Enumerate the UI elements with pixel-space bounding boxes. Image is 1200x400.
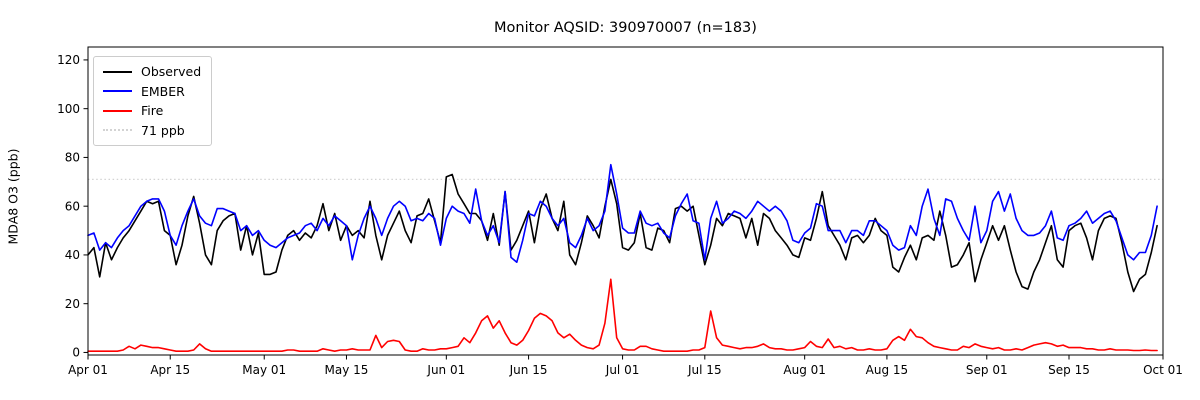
threshold-line-sample [103,129,132,132]
legend-label: Fire [141,103,164,119]
svg-text:Jul 01: Jul 01 [605,363,640,377]
y-axis-ticks: 0 20 40 60 80 100 120 [57,53,88,360]
ember-line-sample [103,90,132,93]
legend-item-threshold: 71 ppb [103,121,201,141]
legend-label: Observed [141,64,202,80]
legend-label: 71 ppb [141,122,185,138]
svg-text:Sep 01: Sep 01 [966,363,1008,377]
svg-text:100: 100 [57,102,80,116]
svg-text:Apr 15: Apr 15 [150,363,190,377]
svg-text:20: 20 [65,297,80,311]
legend: Observed EMBER Fire 71 ppb [93,56,213,146]
x-axis-ticks: Apr 01 Apr 15 May 01 May 15 Jun 01 Jun 15 Jul … [68,355,1183,377]
svg-text:80: 80 [65,151,80,165]
svg-text:Aug 01: Aug 01 [783,363,826,377]
svg-text:Jun 01: Jun 01 [426,363,465,377]
svg-text:Jul 15: Jul 15 [687,363,722,377]
svg-text:Oct 01: Oct 01 [1143,363,1183,377]
svg-text:Sep 15: Sep 15 [1048,363,1090,377]
svg-text:May 15: May 15 [325,363,369,377]
fire-line-sample [103,109,132,112]
svg-text:60: 60 [65,199,80,213]
legend-item-observed: Observed [103,62,201,82]
axes-frame [87,46,1164,356]
svg-text:Aug 15: Aug 15 [866,363,909,377]
svg-text:Apr 01: Apr 01 [68,363,108,377]
observed-line-sample [103,70,132,73]
svg-text:0: 0 [72,346,80,360]
chart-title: Monitor AQSID: 390970007 (n=183) [494,20,757,36]
legend-item-fire: Fire [103,101,201,121]
svg-text:40: 40 [65,248,80,262]
svg-text:May 01: May 01 [242,363,286,377]
y-axis-label: MDA8 O3 (ppb) [5,148,21,245]
data-series-lines [87,163,1158,353]
svg-text:Jun 15: Jun 15 [509,363,548,377]
svg-text:120: 120 [57,53,80,67]
legend-label: EMBER [141,83,185,99]
legend-item-ember: EMBER [103,82,201,102]
